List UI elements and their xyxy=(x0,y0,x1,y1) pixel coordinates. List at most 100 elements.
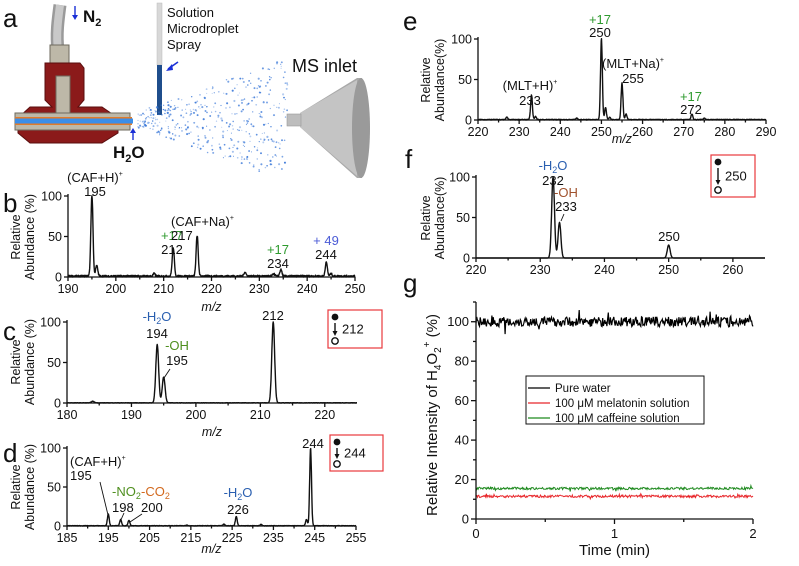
droplet xyxy=(186,103,188,106)
droplet xyxy=(167,130,170,133)
droplet xyxy=(258,140,260,143)
x-axis-label-b: m/z xyxy=(201,300,222,314)
y-axis-label-text: Relative Intensity of H4O2+ (%) xyxy=(422,314,444,516)
x-tick-label: 220 xyxy=(466,263,487,277)
droplet xyxy=(162,108,165,111)
droplet xyxy=(169,109,172,112)
droplet xyxy=(275,155,277,157)
droplet xyxy=(228,147,231,150)
peak-annotation: 217 xyxy=(171,228,193,243)
droplet xyxy=(252,165,255,168)
droplet xyxy=(167,101,169,103)
annotation-subscript: 2 xyxy=(165,491,170,501)
annotation-superscript: + xyxy=(230,215,234,222)
y-tick-label: 100 xyxy=(40,316,61,330)
peak-annotation: 255 xyxy=(622,71,644,86)
droplet xyxy=(188,103,190,106)
ms-inlet-cone-face xyxy=(300,80,357,176)
annotation-text: 244 xyxy=(302,436,324,451)
peak-annotation: (CAF+H)+ xyxy=(70,454,126,469)
droplet xyxy=(160,104,162,106)
droplet xyxy=(165,136,168,139)
droplet xyxy=(184,124,187,126)
droplet xyxy=(256,149,259,152)
x-tick-label: 230 xyxy=(249,282,270,296)
droplet xyxy=(236,113,238,115)
droplet xyxy=(286,109,288,112)
droplet xyxy=(226,102,229,105)
droplet xyxy=(181,127,183,129)
droplet xyxy=(164,112,166,115)
droplet xyxy=(237,104,240,107)
x-tick-label: 0 xyxy=(472,526,479,541)
droplet xyxy=(284,71,286,73)
droplet xyxy=(221,134,224,137)
droplet xyxy=(258,170,261,173)
droplet xyxy=(255,133,258,136)
droplet xyxy=(165,117,168,119)
droplet xyxy=(173,104,176,107)
droplet xyxy=(257,147,259,149)
droplet xyxy=(197,138,200,141)
panel-letter-g: g xyxy=(403,268,417,298)
y-tick-label: 20 xyxy=(455,472,469,487)
peak-annotation: +17 xyxy=(161,228,183,243)
annotation-text: + 49 xyxy=(313,233,339,248)
x-tick-label: 230 xyxy=(509,125,530,139)
droplet xyxy=(252,111,254,113)
droplet xyxy=(240,99,243,102)
droplet xyxy=(198,106,200,108)
droplet xyxy=(262,123,266,126)
annotation-text: 217 xyxy=(171,228,193,243)
x-tick-label: 200 xyxy=(105,282,126,296)
panel-letter-f: f xyxy=(405,144,413,174)
y-axis-label-c: Relative Abundance (%) xyxy=(9,319,37,405)
droplet xyxy=(224,155,226,157)
y-tick-label: 0 xyxy=(463,252,470,266)
droplet xyxy=(204,135,206,137)
droplet xyxy=(192,142,195,145)
droplet xyxy=(256,87,259,90)
droplet xyxy=(212,151,215,154)
droplet xyxy=(149,109,152,111)
annotation-text: 195 xyxy=(166,353,188,368)
droplet xyxy=(145,125,147,127)
x-axis-label-g: Time (min) xyxy=(579,542,650,559)
droplet xyxy=(265,101,269,104)
x-tick-label: 255 xyxy=(346,531,367,545)
droplet xyxy=(261,132,263,134)
droplet xyxy=(258,169,260,171)
droplet xyxy=(241,129,243,131)
msms-box-d xyxy=(329,434,384,472)
droplet xyxy=(269,107,271,110)
droplet xyxy=(237,140,240,143)
droplet xyxy=(166,109,169,112)
spray-label-line2: Microdroplet xyxy=(167,21,239,36)
droplet xyxy=(272,156,274,158)
droplet xyxy=(245,103,249,106)
droplet xyxy=(165,120,167,122)
droplet xyxy=(249,135,252,138)
capillary-water xyxy=(15,118,133,124)
annotation-text: 272 xyxy=(680,102,702,117)
droplet xyxy=(152,128,154,130)
y-tick-label: 0 xyxy=(54,397,61,411)
spectrum-trace-c xyxy=(66,321,358,404)
droplet xyxy=(253,146,256,148)
annotation-tail: O xyxy=(557,158,567,173)
droplet xyxy=(251,125,253,127)
droplet xyxy=(248,133,251,135)
droplet xyxy=(248,150,251,152)
droplet xyxy=(268,76,271,78)
spray-capillary-solution xyxy=(157,65,162,115)
peak-annotation: -H2O xyxy=(224,485,253,502)
droplet xyxy=(189,109,191,111)
droplet xyxy=(233,144,236,147)
peak-annotation: 212 xyxy=(262,308,284,323)
droplet xyxy=(250,123,253,126)
droplet xyxy=(279,143,281,145)
droplet xyxy=(232,146,234,148)
peak-annotation: 244 xyxy=(302,436,324,451)
y-label-line1: Relative xyxy=(9,464,23,509)
